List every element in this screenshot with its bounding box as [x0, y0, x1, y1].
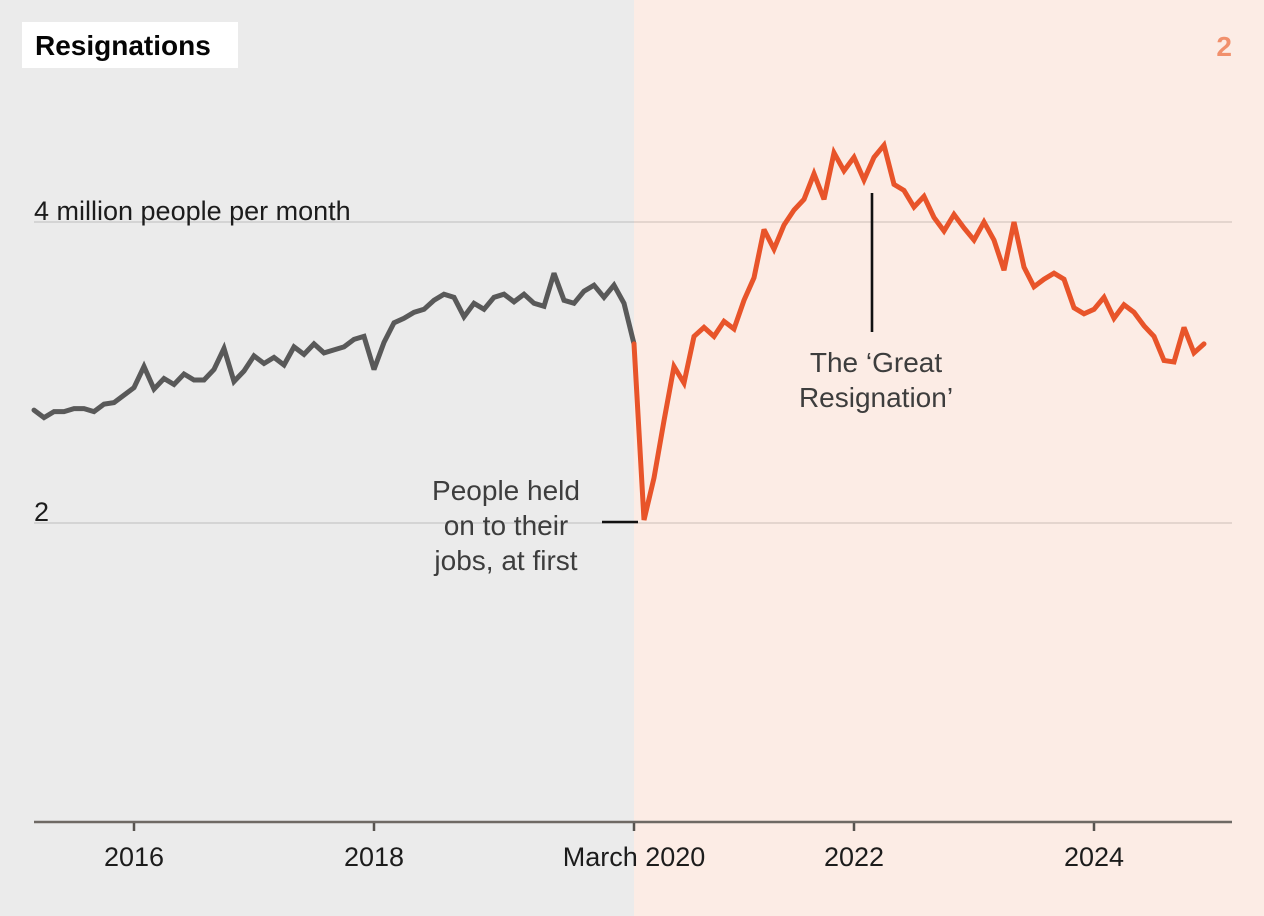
x-axis-ticks: 2016 2018 March 2020 2022 2024 — [104, 823, 1124, 872]
quits-line-from-march-2020 — [631, 139, 1207, 521]
chart-title: Resignations — [35, 30, 211, 61]
y-gridline-labels: 4 million people per month 2 — [34, 196, 351, 527]
quits-line-before-march-2020 — [31, 272, 637, 421]
x-tick-label-2018: 2018 — [344, 842, 404, 872]
x-tick-label-2016: 2016 — [104, 842, 164, 872]
slide-number: 2 — [1216, 31, 1232, 62]
x-tick-label-2022: 2022 — [824, 842, 884, 872]
post-march-2020-background — [634, 0, 1264, 916]
annotation-great-resignation: The ‘Great Resignation’ — [799, 193, 953, 413]
x-tick-label-march-2020: March 2020 — [563, 842, 706, 872]
annotation-held-jobs: People held on to their jobs, at first — [432, 475, 638, 576]
gridline-label-2-million: 2 — [34, 497, 49, 527]
great-resignation-label-line-2: Resignation’ — [799, 382, 953, 413]
title-block: Resignations — [22, 22, 238, 68]
title-background — [22, 22, 238, 68]
held-jobs-label-line-2: on to their — [444, 510, 569, 541]
great-resignation-label-line-1: The ‘Great — [810, 347, 942, 378]
pre-march-2020-background — [0, 0, 634, 916]
held-jobs-label-line-3: jobs, at first — [433, 545, 577, 576]
gridline-label-4-million: 4 million people per month — [34, 196, 351, 226]
x-tick-label-2024: 2024 — [1064, 842, 1124, 872]
held-jobs-label-line-1: People held — [432, 475, 580, 506]
